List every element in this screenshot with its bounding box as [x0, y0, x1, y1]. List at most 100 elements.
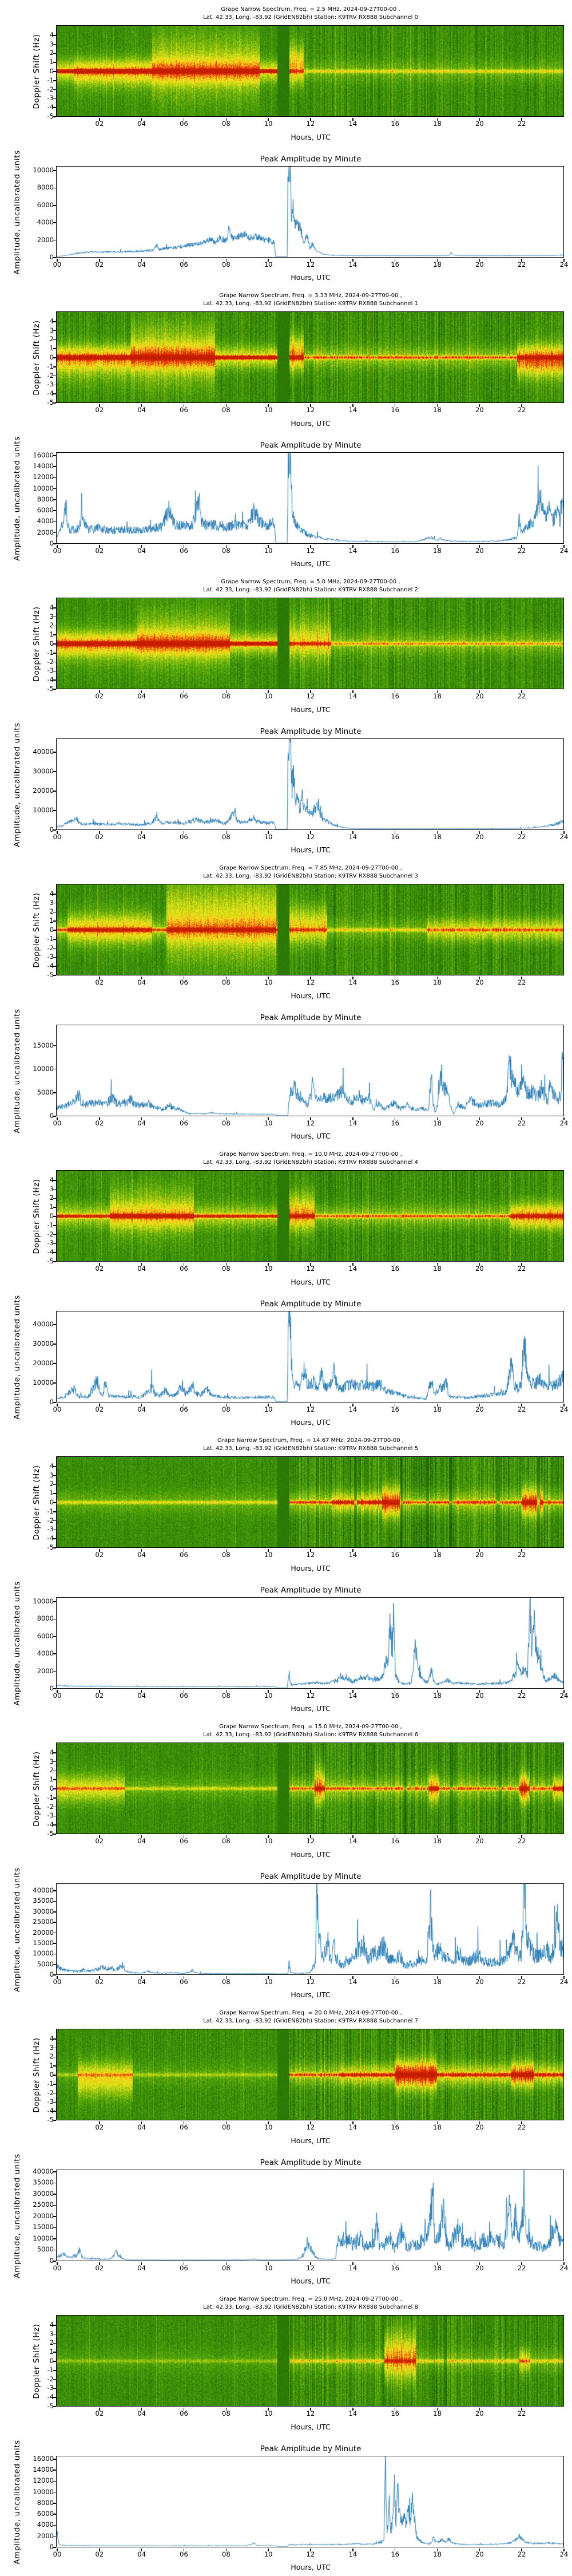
peak-amplitude-title: Peak Amplitude by Minute — [260, 2444, 362, 2453]
peak-amplitude-x-tick-label: 14 — [348, 260, 357, 268]
peak-amplitude-x-tick-mark — [436, 2262, 438, 2265]
peak-amplitude-x-tick-mark — [563, 831, 565, 834]
spectrogram-y-tick-mark — [53, 330, 56, 331]
spectrogram-x-tick-mark — [479, 404, 480, 407]
spectrogram-plot — [56, 1456, 564, 1548]
spectrogram-x-tick-mark — [479, 2408, 480, 2411]
spectrogram-x-tick-mark — [310, 118, 311, 121]
peak-amplitude-y-tick-label: 16000 — [33, 451, 54, 459]
spectrogram-x-tick-mark — [99, 1835, 100, 1838]
peak-amplitude-x-tick-mark — [310, 259, 311, 262]
spectrogram-y-tick-label: 0 — [49, 353, 54, 361]
peak-amplitude-y-tick-label: 16000 — [33, 2454, 54, 2463]
spectrogram-x-tick-mark — [521, 2408, 522, 2411]
spectrogram-x-tick-mark — [310, 404, 311, 407]
subchannel-panel: Grape Narrow Spectrum, Freq. = 5.0 MHz, … — [0, 572, 572, 859]
spectrogram-y-tick-mark — [53, 2056, 56, 2058]
peak-amplitude-x-tick-mark — [141, 545, 142, 548]
spectrogram-y-tick-label: 0 — [49, 639, 54, 647]
spectrogram-x-tick-label: 22 — [517, 2409, 526, 2417]
spectrogram-y-tick-label: 1 — [49, 2348, 54, 2356]
spectrogram-x-tick-label: 16 — [391, 1837, 399, 1845]
peak-amplitude-x-tick-mark — [57, 259, 58, 262]
peak-amplitude-x-tick-label: 02 — [95, 1119, 104, 1127]
spectrogram-x-tick-label: 14 — [348, 406, 357, 414]
peak-amplitude-y-tick-mark — [53, 488, 56, 489]
peak-amplitude-line — [57, 453, 563, 543]
spectrogram-plot — [56, 598, 564, 689]
spectrogram-title-line2: Lat. 42.33, Long. -83.92 (GridEN82bh) St… — [203, 587, 418, 593]
peak-amplitude-x-tick-mark — [268, 1690, 269, 1693]
spectrogram-y-tick-mark — [53, 1207, 56, 1208]
peak-amplitude-y-tick-mark — [53, 1636, 56, 1637]
peak-amplitude-x-tick-label: 18 — [433, 1119, 442, 1127]
spectrogram-x-tick-mark — [183, 2121, 185, 2124]
peak-amplitude-y-tick-mark — [53, 1688, 56, 1689]
spectrogram-x-tick-label: 10 — [264, 120, 273, 128]
peak-amplitude-x-tick-mark — [521, 1976, 522, 1979]
spectrogram-x-tick-mark — [352, 404, 353, 407]
spectrogram-y-tick-label: 2 — [49, 1480, 54, 1488]
peak-amplitude-y-tick-mark — [53, 257, 56, 258]
spectrogram-x-tick-mark — [225, 118, 227, 121]
spectrogram-y-tick-mark — [53, 2101, 56, 2103]
spectrogram-y-tick-label: 1 — [49, 2061, 54, 2070]
spectrogram-y-tick-mark — [53, 1788, 56, 1789]
spectrogram-x-tick-mark — [436, 1835, 438, 1838]
peak-amplitude-x-tick-mark — [436, 545, 438, 548]
peak-amplitude-x-tick-mark — [268, 1404, 269, 1406]
spectrogram-x-tick-label: 12 — [306, 692, 315, 700]
peak-amplitude-y-tick-mark — [53, 1344, 56, 1345]
peak-amplitude-y-tick-label: 35000 — [33, 1897, 54, 1905]
spectrogram-y-tick-label: -2 — [47, 943, 54, 952]
spectrogram-plot — [56, 1170, 564, 1262]
spectrogram-x-tick-label: 08 — [222, 1837, 231, 1845]
peak-amplitude-x-tick-mark — [310, 545, 311, 548]
peak-amplitude-x-tick-label: 08 — [222, 2550, 231, 2558]
spectrogram-y-tick-label: -1 — [47, 362, 54, 370]
spectrogram-x-tick-mark — [436, 977, 438, 979]
peak-amplitude-x-tick-label: 06 — [180, 2264, 188, 2272]
peak-amplitude-y-tick-mark — [53, 1363, 56, 1364]
spectrogram-x-tick-label: 08 — [222, 406, 231, 414]
spectrogram-y-tick-label: 3 — [49, 39, 54, 48]
peak-amplitude-x-tick-mark — [99, 545, 100, 548]
peak-amplitude-x-tick-mark — [268, 2549, 269, 2551]
peak-amplitude-x-tick-label: 02 — [95, 547, 104, 555]
spectrogram-y-tick-label: 4 — [49, 2034, 54, 2042]
peak-amplitude-x-tick-mark — [479, 831, 480, 834]
peak-amplitude-x-tick-label: 04 — [137, 833, 146, 841]
spectrogram-x-tick-mark — [394, 2121, 396, 2124]
spectrogram-x-tick-mark — [99, 1549, 100, 1552]
spectrogram-x-tick-label: 18 — [433, 1837, 442, 1845]
peak-amplitude-y-tick-label: 14000 — [33, 462, 54, 471]
peak-amplitude-x-tick-label: 08 — [222, 1119, 231, 1127]
peak-amplitude-x-tick-mark — [352, 831, 353, 834]
spectrogram-y-tick-mark — [53, 947, 56, 949]
spectrogram-x-tick-label: 20 — [475, 2409, 484, 2417]
spectrogram-x-tick-mark — [521, 1835, 522, 1838]
spectrogram-y-tick-mark — [53, 1797, 56, 1799]
spectrogram-x-tick-label: 14 — [348, 2123, 357, 2131]
spectrogram-plot — [56, 884, 564, 975]
peak-amplitude-y-tick-label: 40000 — [33, 748, 54, 756]
spectrogram-y-tick-label: 2 — [49, 2338, 54, 2347]
spectrogram-x-tick-mark — [268, 1263, 269, 1266]
peak-amplitude-x-tick-mark — [99, 831, 100, 834]
spectrogram-y-tick-mark — [53, 634, 56, 635]
spectrogram-x-tick-mark — [394, 1835, 396, 1838]
peak-amplitude-y-tick-mark — [53, 510, 56, 511]
peak-amplitude-line — [57, 1884, 563, 1974]
spectrogram-title-line1: Grape Narrow Spectrum, Freq. = 20.0 MHz,… — [219, 2010, 402, 2016]
peak-amplitude-plot — [56, 1597, 564, 1689]
spectrogram-y-tick-mark — [53, 62, 56, 63]
spectrogram-x-axis-label: Hours, UTC — [291, 133, 331, 141]
spectrogram-y-tick-mark — [53, 1216, 56, 1217]
peak-amplitude-x-tick-label: 12 — [306, 833, 315, 841]
peak-amplitude-y-tick-mark — [53, 1953, 56, 1954]
spectrogram-x-tick-mark — [352, 690, 353, 693]
peak-amplitude-x-tick-mark — [521, 545, 522, 548]
spectrogram-x-tick-label: 10 — [264, 1265, 273, 1273]
peak-amplitude-y-tick-mark — [53, 239, 56, 241]
peak-amplitude-y-tick-mark — [53, 2204, 56, 2206]
